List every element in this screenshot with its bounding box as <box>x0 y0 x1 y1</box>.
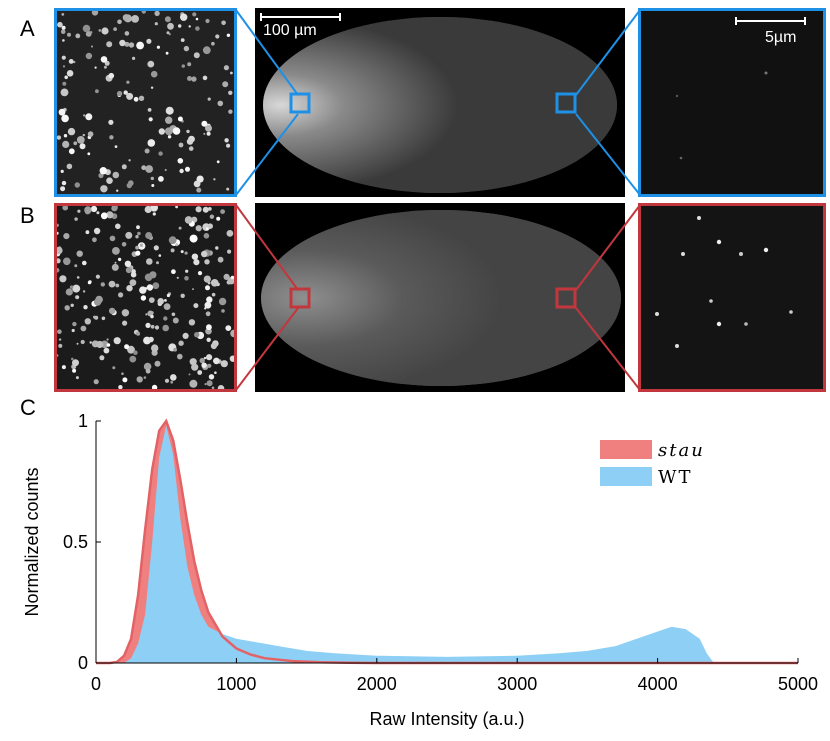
histogram-chart: 0 1000 2000 3000 4000 5000 0 0.5 1 Raw Intensity… <box>22 411 818 729</box>
bright-puncta-image <box>57 206 234 389</box>
zoom-inset-b-left <box>54 203 237 392</box>
embryo-image-b <box>255 203 625 392</box>
dim-puncta-image <box>641 11 823 194</box>
panel-label-a: A <box>20 16 35 41</box>
scalebar-embryo-tick-left <box>260 13 262 21</box>
scalebar-zoom-tick-left <box>735 17 737 25</box>
bright-puncta-image <box>57 11 234 194</box>
series-area-wt <box>96 425 798 663</box>
zoom-inset-a-right: 5µm <box>638 8 826 197</box>
x-tick-label: 3000 <box>497 674 537 694</box>
zoom-inset-a-left <box>54 8 237 197</box>
sparse-puncta-image <box>641 206 823 389</box>
legend-label-wt: WT <box>658 467 693 488</box>
y-tick-label: 0.5 <box>63 532 88 552</box>
scalebar-embryo-tick-right <box>339 13 341 21</box>
y-axis-label: Normalized counts <box>22 467 42 616</box>
y-tick-label: 0 <box>78 653 88 673</box>
scalebar-embryo-label: 100 µm <box>263 22 317 39</box>
x-tick-label: 4000 <box>638 674 678 694</box>
embryo-wt-image <box>263 17 617 193</box>
panel-label-c: C <box>20 395 36 420</box>
scalebar-zoom-tick-right <box>804 17 806 25</box>
y-tick-label: 1 <box>78 411 88 431</box>
zoom-inset-b-right <box>638 203 826 392</box>
panel-label-b: B <box>20 203 35 228</box>
legend-label-stau: stau <box>658 440 705 461</box>
x-axis-label: Raw Intensity (a.u.) <box>369 709 524 729</box>
x-tick-label: 2000 <box>357 674 397 694</box>
embryo-image-a: 100 µm <box>255 8 625 197</box>
scalebar-embryo-line <box>260 16 340 18</box>
scalebar-zoom-label: 5µm <box>765 29 797 46</box>
embryo-stau-image <box>261 210 621 386</box>
x-tick-label: 0 <box>91 674 101 694</box>
legend-swatch-wt <box>600 467 652 486</box>
x-tick-label: 1000 <box>216 674 256 694</box>
roi-box-anterior-a <box>289 92 311 114</box>
roi-box-anterior-b <box>289 287 311 309</box>
scalebar-zoom-line <box>735 20 805 22</box>
roi-box-posterior-a <box>555 92 577 114</box>
legend-swatch-stau <box>600 440 652 459</box>
roi-box-posterior-b <box>555 287 577 309</box>
x-tick-label: 5000 <box>778 674 818 694</box>
legend: stau WT <box>600 440 705 488</box>
